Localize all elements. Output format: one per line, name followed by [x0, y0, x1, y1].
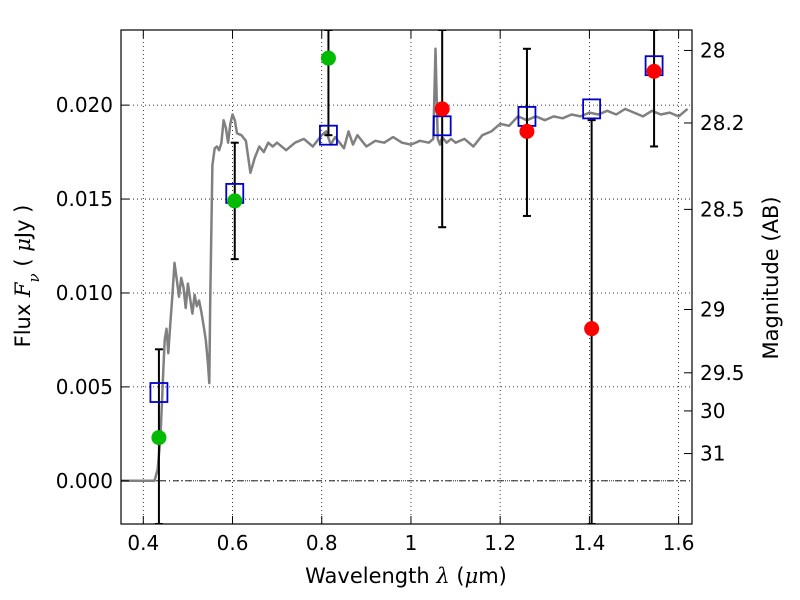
red-data-point — [584, 321, 600, 337]
green-data-point — [320, 50, 336, 66]
model-band-box — [149, 382, 169, 403]
x-tick-label: 0.4 — [127, 531, 159, 555]
right-axis-ticks: 28 28.2 28.5 29 29.5 30 31 — [684, 38, 745, 466]
model-band-box — [582, 98, 602, 120]
green-data-point — [151, 430, 167, 446]
y-axis-ticks: 0.000 0.005 0.010 0.015 0.020 — [56, 93, 129, 493]
x-tick-label: 0.8 — [306, 531, 338, 555]
right-tick-label: 28.5 — [700, 197, 745, 221]
x-tick-label: 1 — [405, 531, 418, 555]
x-axis-ticks: 0.4 0.6 0.8 1 1.2 1.4 1.6 — [127, 30, 695, 555]
right-tick-label: 28 — [700, 38, 725, 62]
y-tick-label: 0.000 — [56, 469, 113, 493]
right-tick-label: 31 — [700, 442, 725, 466]
plot-marks — [121, 30, 689, 524]
grid-lines — [121, 30, 692, 524]
y-tick-label: 0.020 — [56, 93, 113, 117]
right-tick-label: 29.5 — [700, 361, 745, 385]
y-tick-label: 0.015 — [56, 187, 113, 211]
model-spectrum-line — [121, 47, 689, 483]
red-data-point — [519, 123, 535, 139]
green-data-point — [227, 193, 243, 209]
right-tick-label: 28.2 — [700, 111, 745, 135]
plot-frame — [120, 29, 693, 525]
red-data-point — [646, 63, 662, 79]
x-tick-label: 1.6 — [663, 531, 695, 555]
plot-area — [121, 30, 689, 524]
y-axis-label: Flux Fν ( μJy ) — [11, 205, 43, 348]
right-axis-label: Magnitude (AB) — [759, 196, 783, 359]
x-tick-label: 1.4 — [573, 531, 605, 555]
y-tick-label: 0.005 — [56, 375, 113, 399]
y-tick-label: 0.010 — [56, 281, 113, 305]
x-tick-label: 0.6 — [217, 531, 249, 555]
x-tick-label: 1.2 — [484, 531, 516, 555]
right-tick-label: 29 — [700, 297, 725, 321]
model-band-box — [319, 124, 338, 146]
red-data-point — [434, 101, 450, 117]
x-axis-label: Wavelength λ (μm) — [305, 564, 507, 588]
right-tick-label: 30 — [700, 399, 725, 423]
